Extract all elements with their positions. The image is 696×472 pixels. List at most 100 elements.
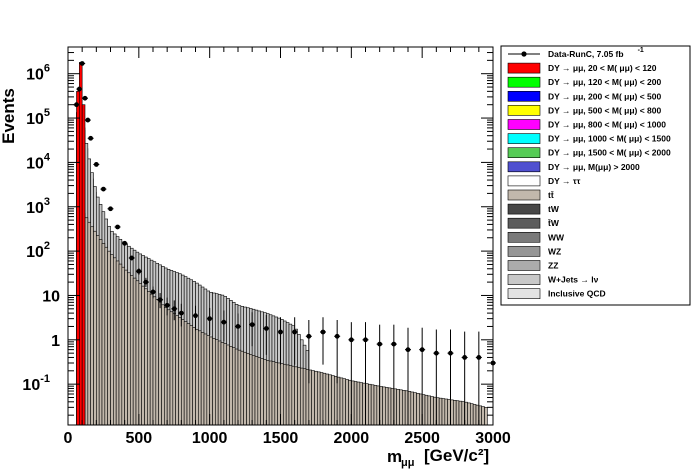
histogram-bar bbox=[121, 266, 125, 426]
legend-label: DY → μμ, 1500 < M( μμ) < 2000 bbox=[548, 148, 671, 158]
histogram-bar bbox=[246, 352, 250, 426]
data-point bbox=[171, 300, 178, 321]
legend-swatch bbox=[507, 260, 541, 271]
histogram-bar bbox=[334, 376, 338, 426]
x-tick-label: 500 bbox=[125, 430, 152, 447]
legend-label: DY → μμ, 800 < M( μμ) < 1000 bbox=[548, 120, 666, 130]
data-point bbox=[164, 297, 171, 316]
legend-entry: DY → μμ, 20 < M( μμ) < 120 bbox=[507, 62, 657, 74]
data-point bbox=[84, 117, 91, 123]
legend: Data-RunC, 7.05 fb -1 DY → μμ, 20 < M( μμ)… bbox=[500, 45, 691, 306]
histogram-bar bbox=[203, 333, 208, 426]
legend-label: DY → μμ, 1000 < M( μμ) < 1500 bbox=[548, 134, 671, 144]
y-tick: 102 bbox=[26, 240, 493, 261]
x-tick: 1000 bbox=[192, 47, 228, 447]
legend-entry: DY → μμ, 1500 < M( μμ) < 2000 bbox=[507, 147, 671, 158]
histogram-bar bbox=[110, 254, 114, 426]
histogram-bar bbox=[215, 339, 219, 426]
x-axis-title-main: m bbox=[387, 447, 402, 466]
histogram-bar bbox=[325, 373, 329, 426]
histogram-bar bbox=[93, 230, 97, 426]
histogram-bar bbox=[413, 392, 417, 426]
histogram-bar bbox=[359, 382, 363, 426]
histogram-bar bbox=[430, 396, 434, 426]
histogram-bar bbox=[311, 370, 315, 426]
histogram-bar bbox=[342, 378, 346, 426]
histogram-bar bbox=[220, 342, 225, 426]
histogram-bar bbox=[322, 372, 327, 426]
histogram-bar bbox=[124, 269, 128, 426]
histogram-bar bbox=[382, 386, 386, 426]
histogram-dy-20-m-120 bbox=[76, 62, 86, 426]
histogram-bar bbox=[283, 363, 287, 426]
histogram-bar bbox=[254, 356, 259, 426]
histogram-bar bbox=[212, 338, 216, 426]
data-point bbox=[249, 312, 256, 347]
histogram-bar bbox=[257, 357, 261, 426]
histogram-bar bbox=[200, 332, 205, 426]
legend-entry: DY → μμ, 200 < M( μμ) < 500 bbox=[507, 91, 662, 102]
data-point bbox=[305, 320, 312, 384]
histogram-bar bbox=[186, 323, 191, 426]
histogram-bar bbox=[79, 62, 83, 426]
y-tick-label: 104 bbox=[26, 151, 51, 172]
histogram-bar bbox=[416, 392, 420, 426]
data-point bbox=[220, 310, 227, 342]
histogram-bar bbox=[152, 296, 157, 426]
histogram-bar bbox=[175, 315, 179, 426]
data-point bbox=[263, 314, 270, 355]
y-axis-title: Events bbox=[0, 88, 18, 144]
legend-label: DY → ττ bbox=[548, 176, 581, 186]
legend-swatch bbox=[507, 91, 541, 102]
x-axis-title-unit: [GeV/c²] bbox=[424, 446, 489, 465]
histogram-bar bbox=[217, 340, 222, 426]
histogram-bar bbox=[232, 347, 236, 426]
histogram-bar bbox=[113, 257, 117, 426]
histogram-bar bbox=[81, 104, 86, 426]
legend-label: Inclusive QCD bbox=[548, 289, 606, 299]
legend-entry: DY → μμ, 120 < M( μμ) < 200 bbox=[507, 76, 662, 88]
data-point bbox=[376, 324, 383, 425]
legend-swatch bbox=[507, 274, 541, 285]
histogram-bar bbox=[467, 402, 471, 426]
data-point bbox=[206, 307, 213, 336]
histogram-bar bbox=[368, 383, 372, 426]
legend-swatch bbox=[507, 119, 541, 130]
histogram-bar bbox=[268, 360, 273, 426]
data-point bbox=[87, 135, 94, 141]
legend-swatch bbox=[507, 175, 541, 187]
legend-entry: ZZ bbox=[507, 260, 558, 271]
histogram-bar bbox=[271, 361, 276, 426]
data-point bbox=[135, 268, 142, 275]
histogram-bar bbox=[195, 328, 199, 426]
y-tick: 106 bbox=[26, 63, 493, 84]
x-axis-title-subscript: μμ bbox=[401, 457, 414, 469]
legend-entry: DY → μμ, 800 < M( μμ) < 1000 bbox=[507, 119, 666, 130]
legend-entry: DY → μμ, 500 < M( μμ) < 800 bbox=[507, 105, 662, 116]
legend-label: tt̄ bbox=[548, 190, 554, 200]
histogram-bar bbox=[427, 395, 431, 426]
x-axis-title: m μμ [GeV/c²] bbox=[387, 446, 489, 469]
data-point bbox=[157, 293, 164, 309]
histogram-bar bbox=[302, 368, 307, 426]
y-tick: 1 bbox=[51, 333, 493, 350]
histogram-bar bbox=[396, 389, 400, 426]
histogram-bar bbox=[373, 385, 378, 426]
histogram-bar bbox=[317, 371, 321, 426]
histogram-bar bbox=[104, 246, 108, 426]
x-tick-label: 2000 bbox=[334, 430, 370, 447]
data-points bbox=[73, 61, 496, 425]
legend-swatch bbox=[507, 189, 541, 201]
histogram-bar bbox=[127, 272, 131, 426]
y-tick-label: 105 bbox=[26, 107, 50, 128]
y-tick: 10 bbox=[42, 288, 493, 305]
histogram-bar bbox=[169, 311, 174, 426]
data-point bbox=[461, 331, 468, 425]
legend-swatch bbox=[507, 133, 541, 144]
histogram-bar bbox=[118, 263, 123, 426]
histogram-bar bbox=[458, 400, 463, 426]
histogram-bar bbox=[243, 351, 247, 426]
histogram-bar bbox=[158, 301, 162, 426]
histogram-bar bbox=[410, 391, 414, 426]
